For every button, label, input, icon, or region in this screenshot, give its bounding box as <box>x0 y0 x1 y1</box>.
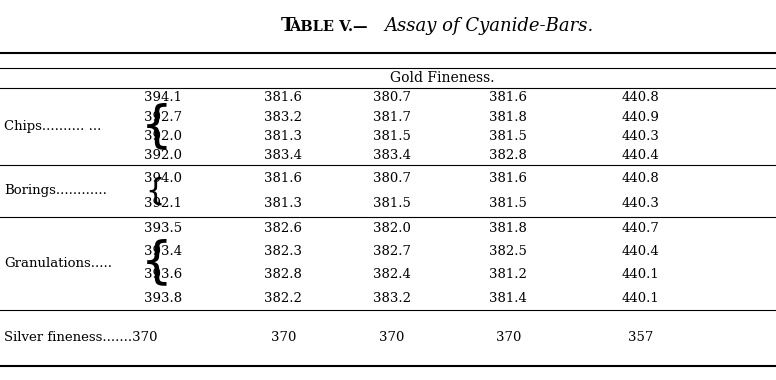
Text: 440.7: 440.7 <box>622 222 659 235</box>
Text: 394.1: 394.1 <box>144 91 182 104</box>
Text: 383.2: 383.2 <box>373 291 411 304</box>
Text: 370: 370 <box>496 331 521 344</box>
Text: 380.7: 380.7 <box>373 172 411 185</box>
Text: 440.4: 440.4 <box>622 245 659 258</box>
Text: 381.4: 381.4 <box>490 291 527 304</box>
Text: 370: 370 <box>271 331 296 344</box>
Text: 381.8: 381.8 <box>490 222 527 235</box>
Text: 381.6: 381.6 <box>490 91 527 104</box>
Text: 382.0: 382.0 <box>373 222 411 235</box>
Text: Silver fineness.......370: Silver fineness.......370 <box>4 331 158 344</box>
Text: 394.0: 394.0 <box>144 172 182 185</box>
Text: $\{$: $\{$ <box>145 175 162 207</box>
Text: 440.1: 440.1 <box>622 268 659 281</box>
Text: 382.8: 382.8 <box>265 268 302 281</box>
Text: ABLE V.—: ABLE V.— <box>289 20 367 34</box>
Text: 370: 370 <box>379 331 404 344</box>
Text: 383.2: 383.2 <box>265 111 302 124</box>
Text: 392.0: 392.0 <box>144 130 182 143</box>
Text: 382.4: 382.4 <box>373 268 411 281</box>
Text: 380.7: 380.7 <box>373 91 411 104</box>
Text: 393.8: 393.8 <box>144 291 182 304</box>
Text: 440.8: 440.8 <box>622 172 659 185</box>
Text: Gold Fineness.: Gold Fineness. <box>390 71 494 85</box>
Text: 382.5: 382.5 <box>490 245 527 258</box>
Text: 392.1: 392.1 <box>144 197 182 210</box>
Text: T: T <box>281 17 296 35</box>
Text: 440.4: 440.4 <box>622 149 659 162</box>
Text: 381.6: 381.6 <box>490 172 527 185</box>
Text: 383.4: 383.4 <box>373 149 411 162</box>
Text: 440.9: 440.9 <box>622 111 659 124</box>
Text: 381.7: 381.7 <box>373 111 411 124</box>
Text: 383.4: 383.4 <box>265 149 302 162</box>
Text: 381.5: 381.5 <box>490 197 527 210</box>
Text: Assay of Cyanide-Bars.: Assay of Cyanide-Bars. <box>384 17 594 35</box>
Text: 382.7: 382.7 <box>373 245 411 258</box>
Text: 382.6: 382.6 <box>265 222 302 235</box>
Text: 440.3: 440.3 <box>622 130 659 143</box>
Text: 382.2: 382.2 <box>265 291 302 304</box>
Text: 357: 357 <box>628 331 653 344</box>
Text: 382.8: 382.8 <box>490 149 527 162</box>
Text: $\{$: $\{$ <box>140 101 168 152</box>
Text: $\{$: $\{$ <box>140 238 168 288</box>
Text: 381.2: 381.2 <box>490 268 527 281</box>
Text: 381.3: 381.3 <box>265 130 302 143</box>
Text: 381.5: 381.5 <box>373 130 411 143</box>
Text: 381.6: 381.6 <box>265 91 302 104</box>
Text: 392.7: 392.7 <box>144 111 182 124</box>
Text: Granulations.....: Granulations..... <box>4 256 112 270</box>
Text: 440.1: 440.1 <box>622 291 659 304</box>
Text: 381.3: 381.3 <box>265 197 302 210</box>
Text: Borings............: Borings............ <box>4 184 107 198</box>
Text: Chips.......... ...: Chips.......... ... <box>4 120 101 133</box>
Text: 381.8: 381.8 <box>490 111 527 124</box>
Text: 392.0: 392.0 <box>144 149 182 162</box>
Text: 393.6: 393.6 <box>144 268 182 281</box>
Text: 381.6: 381.6 <box>265 172 302 185</box>
Text: 440.3: 440.3 <box>622 197 659 210</box>
Text: 393.4: 393.4 <box>144 245 182 258</box>
Text: 440.8: 440.8 <box>622 91 659 104</box>
Text: 381.5: 381.5 <box>373 197 411 210</box>
Text: 382.3: 382.3 <box>265 245 302 258</box>
Text: 381.5: 381.5 <box>490 130 527 143</box>
Text: 393.5: 393.5 <box>144 222 182 235</box>
